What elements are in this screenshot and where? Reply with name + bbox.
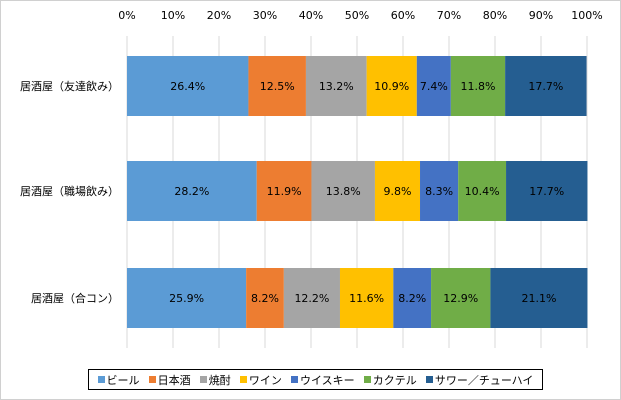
bar-segment — [374, 161, 421, 221]
legend-swatch — [199, 376, 207, 383]
data-label: 26.4% — [170, 80, 205, 93]
x-tick-label: 90% — [529, 9, 553, 22]
legend-item: ワイン — [239, 372, 282, 388]
legend-label: ビール — [106, 373, 140, 387]
bar-segment — [248, 56, 306, 116]
legend-item: 焼酎 — [199, 372, 231, 388]
category-label: 居酒屋（友達飲み） — [20, 79, 119, 93]
category-label: 居酒屋（合コン） — [31, 291, 119, 305]
legend-label: カクテル — [372, 373, 417, 387]
x-tick-label: 20% — [207, 9, 231, 22]
data-label: 28.2% — [174, 185, 209, 198]
bar-segment — [506, 161, 588, 221]
x-tick-label: 70% — [437, 9, 461, 22]
bar-segment — [458, 161, 507, 221]
x-tick-label: 50% — [345, 9, 369, 22]
bar-segment — [366, 56, 417, 116]
bar-segment — [490, 268, 588, 328]
bar-segment — [127, 268, 247, 328]
x-tick-label: 100% — [571, 9, 602, 22]
bar-segment — [283, 268, 340, 328]
bar-segment — [339, 268, 394, 328]
bar-segment — [431, 268, 491, 328]
legend-label: 日本酒 — [157, 373, 191, 387]
legend-label: ワイン — [248, 373, 282, 387]
legend-item: ウイスキー — [290, 372, 355, 388]
bar-segment — [420, 161, 459, 221]
data-label: 11.6% — [349, 292, 384, 305]
x-tick-label: 10% — [161, 9, 185, 22]
bar-segment — [305, 56, 367, 116]
data-label: 10.9% — [374, 80, 409, 93]
legend-swatch — [363, 376, 371, 383]
legend-swatch — [239, 376, 247, 383]
bar-segment — [416, 56, 451, 116]
category-label: 居酒屋（職場飲み） — [20, 184, 119, 198]
x-tick-label: 30% — [253, 9, 277, 22]
x-tick-label: 60% — [391, 9, 415, 22]
legend-label: ウイスキー — [299, 373, 355, 387]
data-label: 12.9% — [443, 292, 478, 305]
data-label: 25.9% — [169, 292, 204, 305]
data-label: 11.8% — [461, 80, 496, 93]
bar-segment — [450, 56, 506, 116]
bar-segment — [127, 161, 257, 221]
data-label: 17.7% — [528, 80, 563, 93]
data-label: 10.4% — [465, 185, 500, 198]
bar-segment — [246, 268, 284, 328]
data-label: 8.3% — [425, 185, 453, 198]
legend-item: カクテル — [363, 372, 417, 388]
data-label: 8.2% — [251, 292, 279, 305]
legend-item: 日本酒 — [148, 372, 191, 388]
data-label: 11.9% — [267, 185, 302, 198]
legend-item: ビール — [97, 372, 140, 388]
legend-swatch — [425, 376, 433, 383]
legend-swatch — [97, 376, 105, 383]
legend-item: サワー／チューハイ — [425, 372, 534, 388]
bar-segment — [505, 56, 587, 116]
data-label: 13.8% — [326, 185, 361, 198]
legend-label: 焼酎 — [208, 373, 231, 387]
data-label: 12.5% — [260, 80, 295, 93]
x-tick-label: 40% — [299, 9, 323, 22]
bar-segment — [311, 161, 375, 221]
legend-swatch — [290, 376, 298, 383]
bar-segment — [127, 56, 249, 116]
legend-swatch — [148, 376, 156, 383]
x-tick-label: 0% — [118, 9, 135, 22]
data-label: 9.8% — [384, 185, 412, 198]
data-label: 12.2% — [294, 292, 329, 305]
x-tick-label: 80% — [483, 9, 507, 22]
data-label: 7.4% — [420, 80, 448, 93]
data-label: 13.2% — [319, 80, 354, 93]
bar-segment — [256, 161, 312, 221]
data-label: 21.1% — [521, 292, 556, 305]
data-label: 17.7% — [529, 185, 564, 198]
legend-label: サワー／チューハイ — [434, 373, 534, 387]
bar-segment — [393, 268, 432, 328]
chart-legend: ビール 日本酒 焼酎 ワイン ウイスキー カクテル サワー／チューハイ — [88, 369, 543, 390]
data-label: 8.2% — [398, 292, 426, 305]
